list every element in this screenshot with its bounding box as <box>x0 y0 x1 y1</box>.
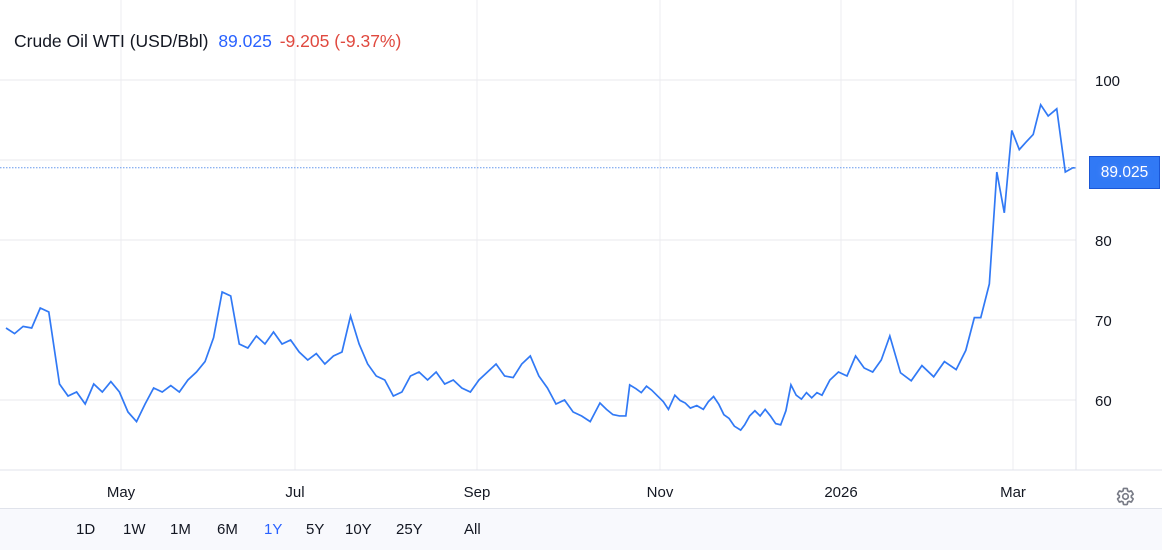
svg-text:Jul: Jul <box>285 484 304 501</box>
svg-text:Mar: Mar <box>1000 484 1026 501</box>
svg-text:70: 70 <box>1095 313 1112 330</box>
svg-text:2026: 2026 <box>824 484 857 501</box>
svg-text:Sep: Sep <box>464 484 491 501</box>
svg-text:80: 80 <box>1095 233 1112 250</box>
svg-text:100: 100 <box>1095 73 1120 90</box>
svg-text:May: May <box>107 484 136 501</box>
svg-text:Nov: Nov <box>647 484 674 501</box>
svg-text:60: 60 <box>1095 393 1112 410</box>
